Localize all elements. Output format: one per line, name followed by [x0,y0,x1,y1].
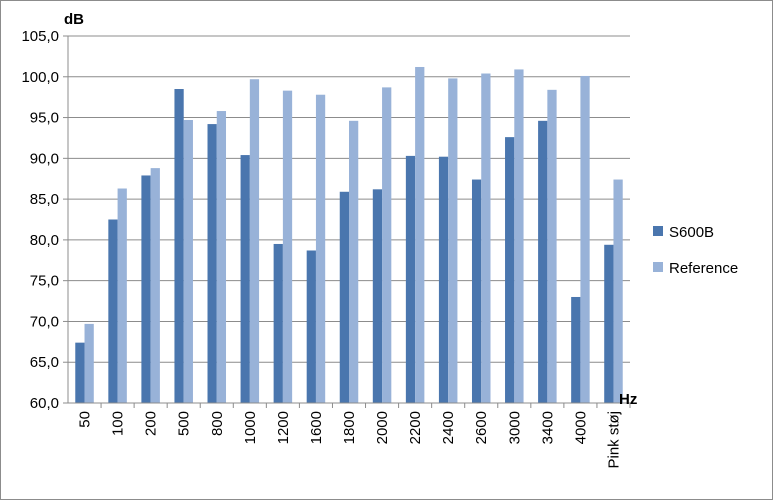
y-tick-label: 90,0 [30,150,59,167]
y-tick-label: 70,0 [30,313,59,330]
bar-reference-2400 [448,78,458,404]
x-tick-label: 100 [110,411,127,436]
y-tick-label: 80,0 [30,232,59,249]
x-tick-label: 2400 [440,411,457,444]
x-tick-label: 2600 [473,411,490,444]
legend-swatch-s600b [653,226,663,236]
bar-reference-pink-støj [613,179,623,403]
bar-s600b-100 [108,219,118,403]
x-tick-label: 3000 [506,411,523,444]
x-tick-label: 4000 [572,411,589,444]
legend-swatch-reference [653,262,663,272]
y-axis-ticks: 60,0 65,0 70,0 75,0 80,0 85,0 90,0 95,0 100,0 105… [21,28,68,412]
bar-reference-200 [150,168,160,403]
legend-label-s600b: S600B [669,224,714,241]
x-tick-label: 200 [143,411,160,436]
bar-s600b-1200 [273,243,283,403]
y-tick-label: 95,0 [30,110,59,127]
bar-s600b-1600 [306,250,316,403]
bar-reference-3400 [547,89,557,404]
bar-reference-800 [216,111,227,403]
x-axis-label: Hz [619,391,637,408]
y-tick-label: 75,0 [30,273,59,290]
x-tick-label: 1800 [341,411,358,444]
x-tick-label: Pink støj [605,411,622,469]
bars [75,66,623,404]
bar-s600b-4000 [571,296,581,403]
bar-reference-2200 [415,66,425,403]
bar-reference-1000 [249,79,260,404]
bar-s600b-3000 [505,137,515,403]
bar-reference-1800 [349,120,359,403]
y-tick-label: 60,0 [30,395,59,412]
x-tick-label: 2000 [374,411,391,444]
bar-s600b-500 [174,89,184,403]
bar-s600b-1800 [339,191,349,403]
bar-s600b-pink-støj [604,244,614,403]
bar-s600b-50 [75,342,85,403]
y-tick-label: 100,0 [21,69,59,86]
legend: S600B Reference [653,224,738,277]
bar-reference-4000 [580,75,590,403]
bar-reference-1600 [315,94,326,403]
x-tick-label: 3400 [539,411,556,444]
y-tick-label: 65,0 [30,354,59,371]
x-tick-label: 1600 [308,411,325,444]
y-axis-label: dB [64,11,84,28]
bar-s600b-800 [207,124,217,403]
x-tick-label: 1000 [242,411,259,444]
x-axis-ticks: 50 100 200 500 800 1000 1200 1600 1800 2000 2200 24… [77,403,631,469]
bar-reference-1200 [282,90,293,404]
bar-s600b-2600 [471,179,482,403]
x-tick-label: 500 [176,411,193,436]
x-tick-label: 800 [209,411,226,436]
bar-reference-2000 [382,87,392,403]
bar-reference-2600 [481,73,491,403]
x-tick-label: 2200 [407,411,424,444]
bar-s600b-200 [141,175,151,403]
bar-s600b-1000 [240,155,250,403]
bar-s600b-2400 [438,156,449,403]
bar-reference-50 [84,323,94,403]
bar-s600b-2000 [372,189,383,403]
bar-s600b-2200 [405,155,416,403]
bar-reference-100 [117,188,127,403]
x-tick-label: 1200 [275,411,292,444]
y-tick-label: 85,0 [30,191,59,208]
y-tick-label: 105,0 [21,28,59,45]
bar-s600b-3400 [538,120,548,403]
bar-reference-500 [183,120,193,403]
x-tick-label: 50 [77,411,94,428]
legend-label-reference: Reference [669,260,738,277]
bar-reference-3000 [514,69,524,403]
